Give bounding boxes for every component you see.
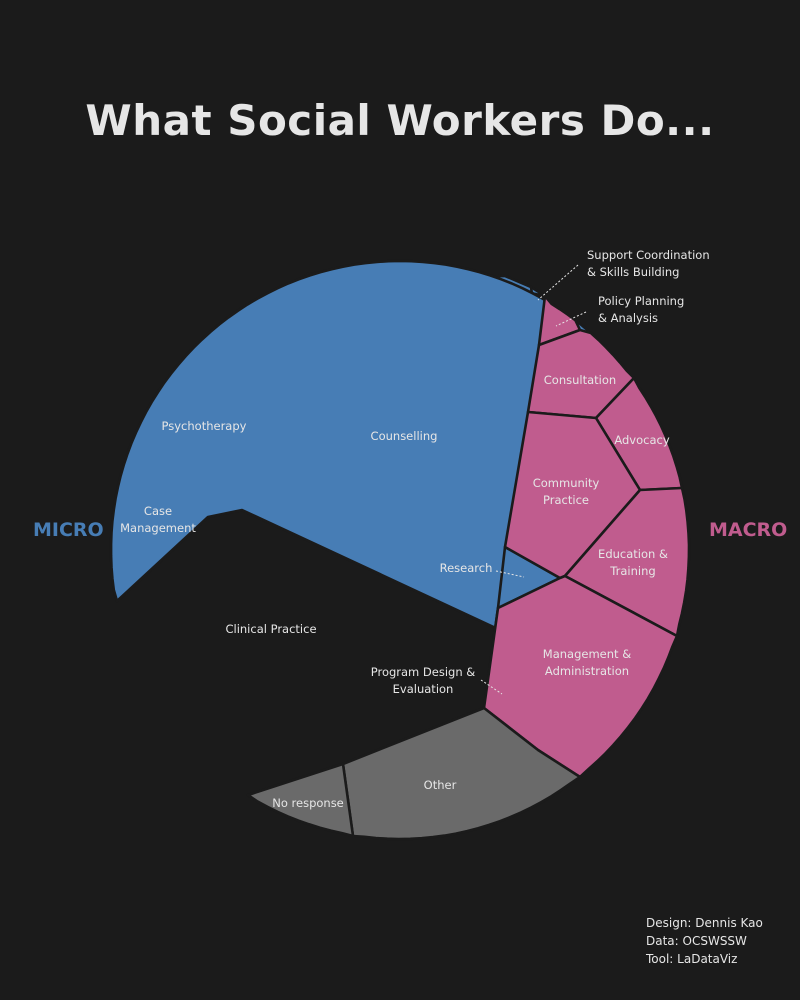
cell-labels: Counselling Psychotherapy Case Management Cl… <box>120 248 709 810</box>
leader-line <box>495 570 525 578</box>
credit-data: Data: OCSWSSW <box>646 934 747 948</box>
cell-label-policy-planning-analysis: Policy Planning & Analysis <box>598 294 684 325</box>
cell-no-response[interactable] <box>246 762 355 838</box>
cell-label-consultation: Consultation <box>544 373 616 387</box>
micro-group-label: MICRO <box>33 519 104 541</box>
cell-label-support-coordination-skills-building: Support Coordination & Skills Building <box>587 248 710 279</box>
credit-design: Design: Dennis Kao <box>646 916 763 930</box>
credit-tool: Tool: LaDataViz <box>646 952 738 966</box>
cell-label-education-training: Education & Training <box>598 547 668 578</box>
cells <box>109 259 691 841</box>
cell-label-case-management: Case Management <box>120 504 196 535</box>
chart-title: What Social Workers Do... <box>85 96 715 145</box>
cell-label-research: Research <box>440 561 493 575</box>
leader-line <box>555 311 587 327</box>
cell-label-management-administration: Management & Administration <box>543 647 631 678</box>
cell-label-psychotherapy: Psychotherapy <box>162 419 247 433</box>
cell-label-other: Other <box>424 778 457 792</box>
cell-other[interactable] <box>341 706 582 841</box>
cell-label-advocacy: Advocacy <box>614 433 669 447</box>
cell-label-counselling: Counselling <box>371 429 438 443</box>
cell-label-no-response: No response <box>272 796 344 810</box>
cell-label-clinical-practice: Clinical Practice <box>225 622 316 636</box>
cell-label-program-design-evaluation: Program Design & Evaluation <box>371 665 476 696</box>
credits: Design: Dennis Kao Data: OCSWSSW Tool: L… <box>646 914 763 968</box>
cell-label-community-practice: Community Practice <box>533 476 600 507</box>
cell-education-training[interactable] <box>563 486 691 638</box>
cell-management-administration[interactable] <box>482 574 679 779</box>
leader-line <box>537 264 579 301</box>
leader-line <box>480 679 503 695</box>
macro-group-label: MACRO <box>709 519 788 541</box>
